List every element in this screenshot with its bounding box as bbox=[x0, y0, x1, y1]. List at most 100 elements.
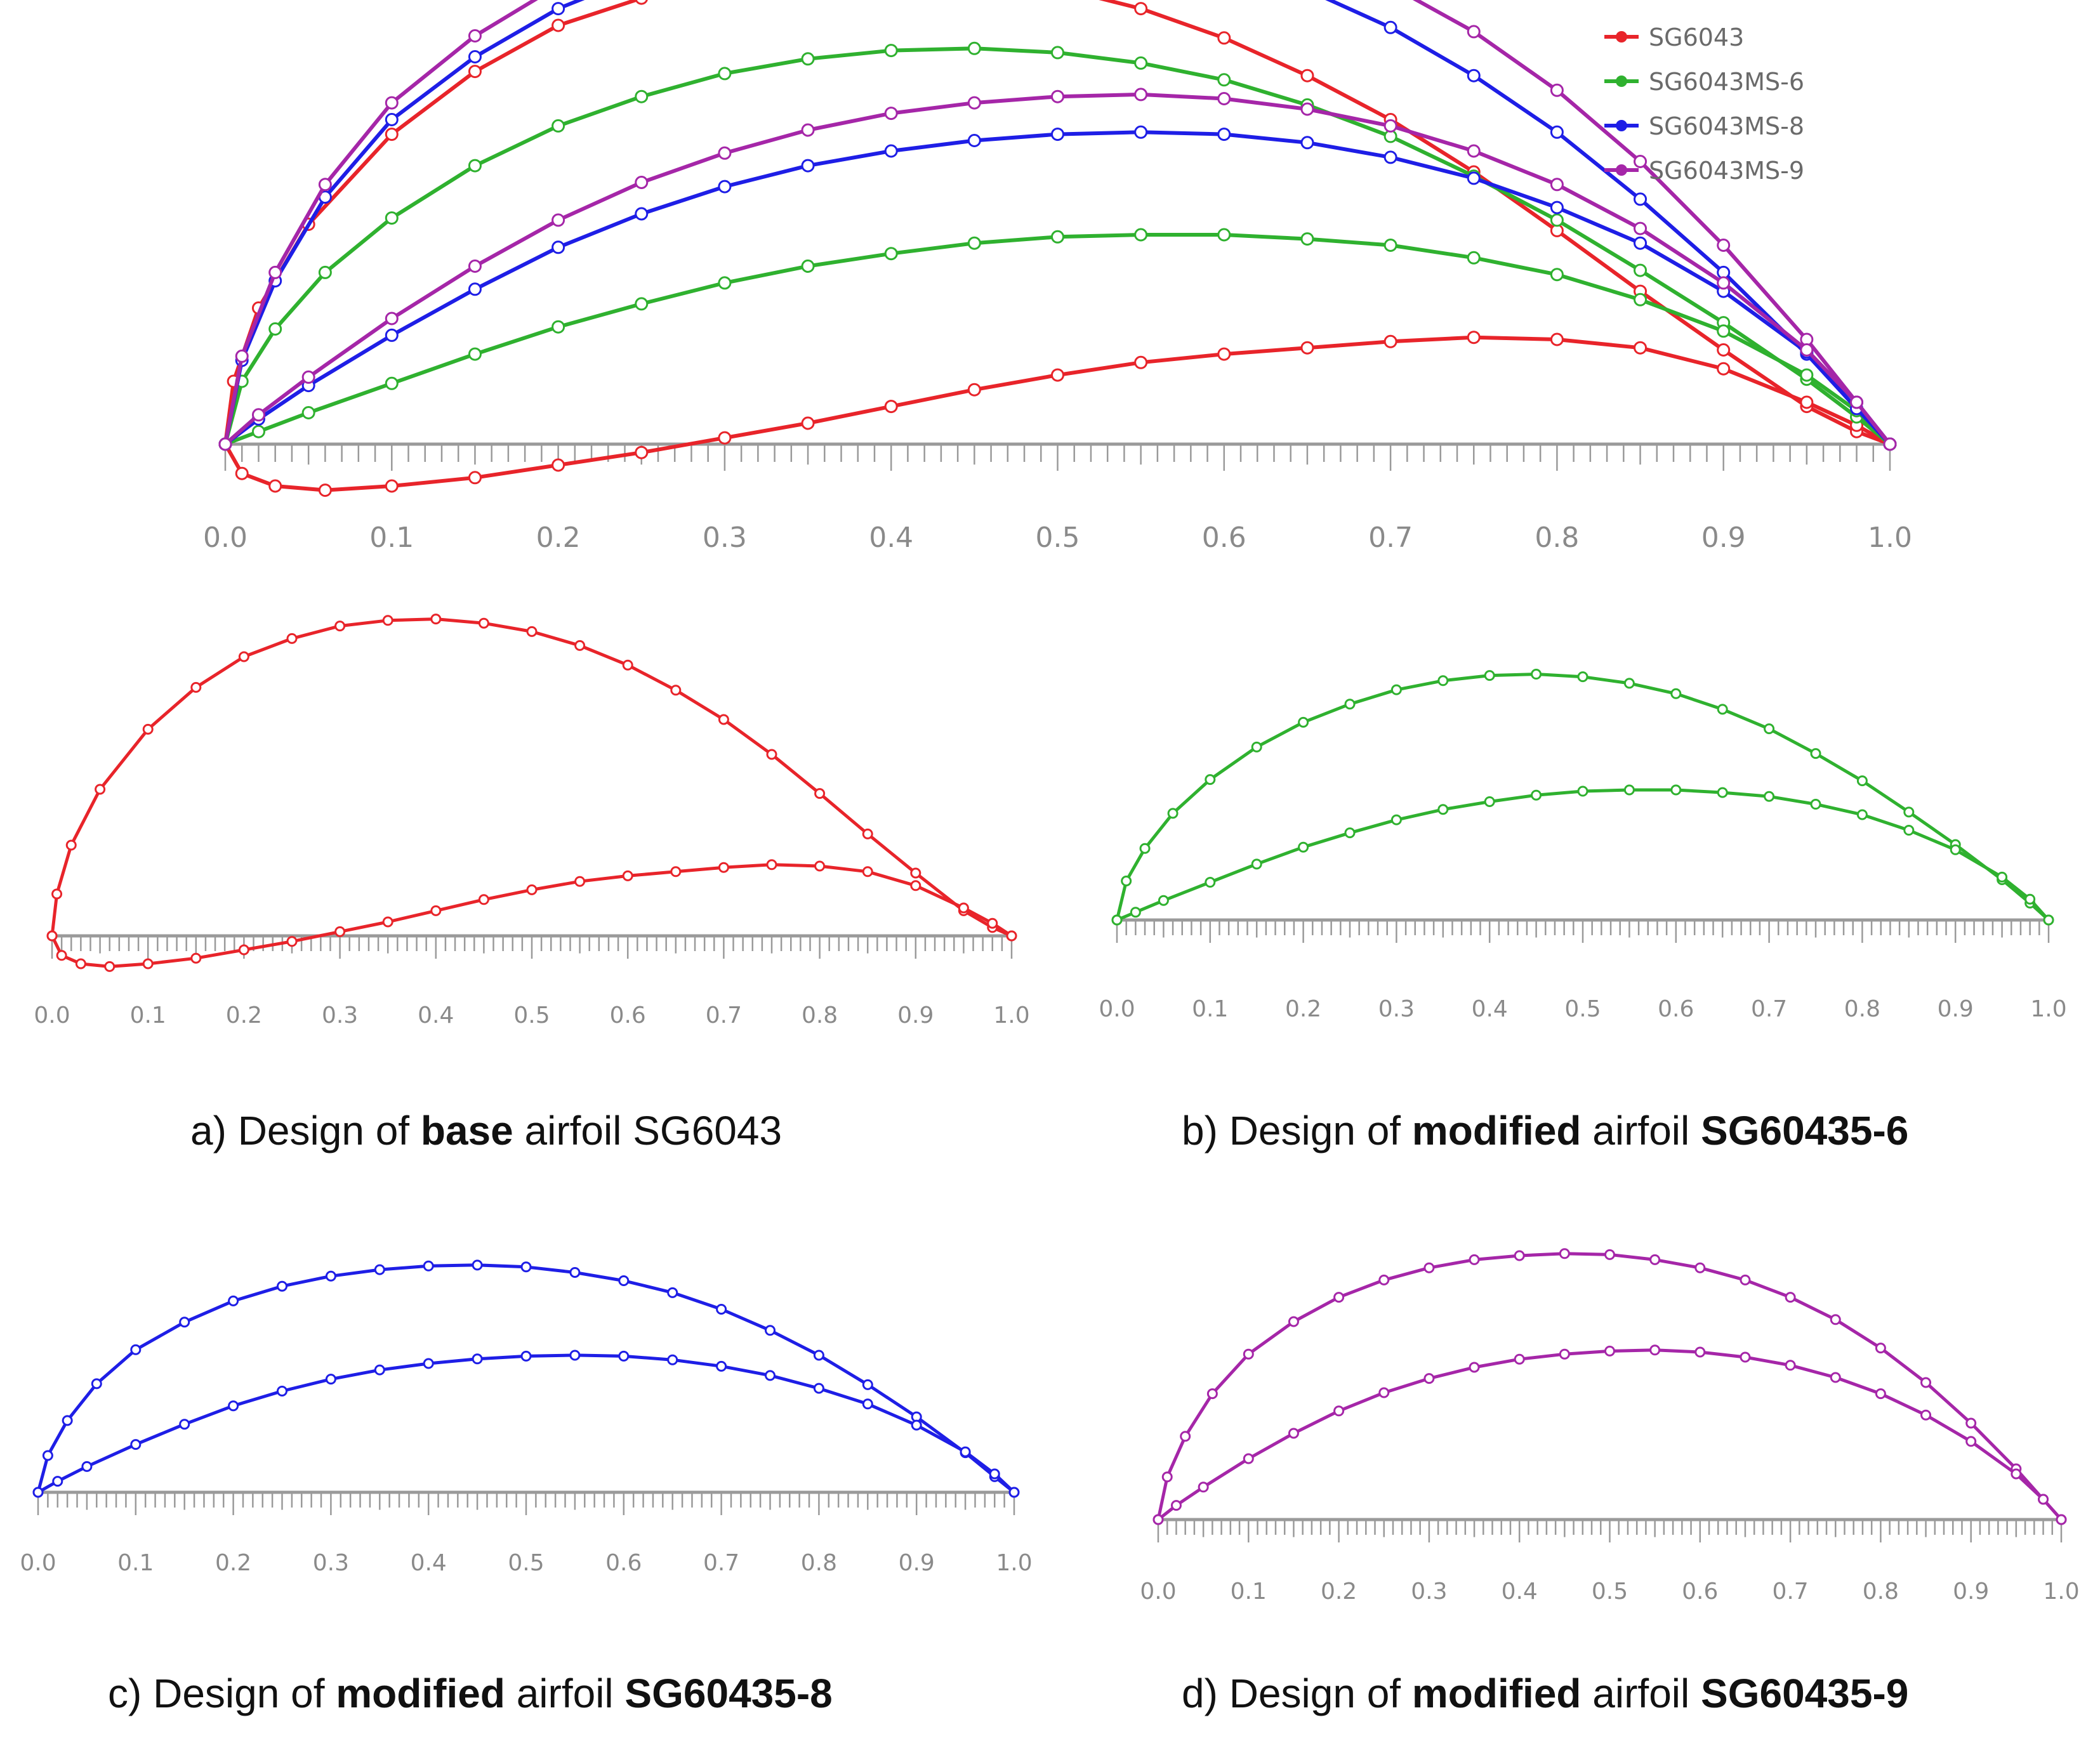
curve-point bbox=[1243, 1348, 1254, 1360]
axis-tick-label: 0.7 bbox=[1772, 1579, 1808, 1605]
curve-point bbox=[670, 866, 682, 877]
curve-point bbox=[468, 471, 482, 485]
curve-point bbox=[1717, 324, 1731, 338]
curve-point bbox=[46, 930, 58, 942]
curve-point bbox=[520, 1261, 532, 1273]
caption-d-name: SG60435-9 bbox=[1701, 1671, 1909, 1716]
curve-point bbox=[862, 866, 873, 877]
curve-point bbox=[2043, 914, 2054, 926]
curve-point bbox=[277, 1386, 287, 1396]
curve-point bbox=[526, 884, 538, 895]
curve-point bbox=[1467, 25, 1481, 39]
curve-sg6043ms-8-upper bbox=[36, 1263, 1016, 1494]
panel-c: 0.0 0.1 0.2 0.3 0.4 0.5 0.6 0.7 0.8 0.9 1.0 bbox=[20, 1259, 1033, 1576]
curve-point bbox=[142, 958, 154, 969]
curve-point bbox=[385, 211, 399, 225]
panel-a: 0.0 0.1 0.2 0.3 0.4 0.5 0.6 0.7 0.8 0.9 1.0 bbox=[34, 614, 1030, 1028]
curve-point bbox=[468, 29, 482, 43]
axis-tick-label: 0.5 bbox=[513, 1002, 550, 1028]
curve-point bbox=[382, 615, 393, 626]
curve-sg6043ms-9-upper bbox=[1156, 1252, 2063, 1521]
curve-point bbox=[1577, 671, 1588, 683]
caption-b-pre: b) Design of bbox=[1182, 1108, 1412, 1153]
curve-point bbox=[385, 376, 399, 390]
curve-point bbox=[301, 406, 315, 419]
curve-point bbox=[1785, 1360, 1796, 1371]
curve-point bbox=[1467, 331, 1481, 345]
curve-point bbox=[526, 626, 538, 637]
curve-point bbox=[1217, 347, 1231, 361]
curve-point bbox=[179, 1317, 190, 1328]
curve-point bbox=[1134, 355, 1148, 369]
curve-point bbox=[1965, 1436, 1977, 1447]
caption-a-mid: airfoil SG6043 bbox=[513, 1108, 783, 1153]
curve-point bbox=[42, 1450, 53, 1461]
curve-point bbox=[1423, 1373, 1435, 1384]
curve-sg6043-lower bbox=[50, 863, 1014, 968]
curve-point bbox=[1134, 2, 1148, 16]
curve-point bbox=[1800, 343, 1814, 357]
curve-point bbox=[2056, 1514, 2067, 1525]
caption-d-bold: modified bbox=[1411, 1671, 1582, 1716]
axis-tick-label: 0.5 bbox=[508, 1550, 544, 1576]
curve-point bbox=[478, 894, 489, 905]
curve-point bbox=[1383, 239, 1397, 252]
axis-tick-label: 0.3 bbox=[1411, 1579, 1447, 1605]
curve-point bbox=[325, 1374, 336, 1385]
axis-tick-label: 0.1 bbox=[1231, 1579, 1267, 1605]
curve-point bbox=[1333, 1292, 1345, 1303]
axis-tick-label: 0.3 bbox=[703, 522, 747, 554]
curve-point bbox=[1604, 1249, 1615, 1260]
curve-point bbox=[1550, 200, 1564, 214]
curve-point bbox=[635, 176, 649, 189]
axis-tick-label: 0.2 bbox=[226, 1002, 262, 1028]
caption-d: d) Design of modified airfoil SG60435-9 bbox=[1182, 1670, 1908, 1717]
curve-point bbox=[1300, 102, 1314, 116]
curve-point bbox=[1198, 1482, 1209, 1493]
axis-tick-label: 0.3 bbox=[322, 1002, 358, 1028]
curve-point bbox=[430, 905, 442, 916]
curve-point bbox=[318, 483, 332, 497]
curve-point bbox=[801, 416, 815, 430]
curve-point bbox=[325, 1270, 336, 1282]
caption-c-bold: modified bbox=[336, 1671, 505, 1716]
curve-point bbox=[1559, 1348, 1570, 1360]
axis-tick-label: 0.4 bbox=[869, 522, 913, 554]
axis-tick-label: 0.4 bbox=[1472, 996, 1508, 1022]
curve-point bbox=[218, 437, 232, 451]
curve-point bbox=[130, 1439, 142, 1450]
curve-point bbox=[235, 349, 249, 363]
axis-tick-label: 0.9 bbox=[1701, 522, 1746, 554]
curve-point bbox=[62, 1415, 73, 1426]
curve-point bbox=[385, 128, 399, 141]
curve-point bbox=[423, 1358, 434, 1369]
curve-point bbox=[1205, 774, 1216, 785]
curve-point bbox=[765, 1370, 776, 1381]
caption-b-mid: airfoil bbox=[1581, 1108, 1701, 1153]
curve-point bbox=[910, 867, 921, 879]
curve-point bbox=[1008, 1487, 1020, 1498]
curve-point bbox=[551, 320, 565, 334]
curve-point bbox=[1550, 178, 1564, 192]
curve-point bbox=[1158, 895, 1169, 906]
curve-point bbox=[179, 1419, 190, 1430]
axis-tick-label: 0.6 bbox=[1658, 996, 1694, 1022]
curve-point bbox=[1170, 1500, 1182, 1511]
curve-point bbox=[286, 936, 298, 947]
curve-point bbox=[1856, 775, 1868, 787]
curve-point bbox=[967, 41, 981, 55]
curve-point bbox=[766, 859, 777, 871]
axis-tick-label: 0.0 bbox=[34, 1002, 70, 1028]
axis-tick-label: 0.7 bbox=[1368, 522, 1413, 554]
axis-tick-label: 0.0 bbox=[1140, 1579, 1176, 1605]
curve-point bbox=[1344, 699, 1356, 710]
curve-point bbox=[1467, 171, 1481, 185]
curve-point bbox=[801, 159, 815, 173]
curve-point bbox=[81, 1461, 93, 1472]
curve-point bbox=[1134, 125, 1148, 139]
caption-c-mid: airfoil bbox=[505, 1671, 625, 1716]
curve-point bbox=[718, 276, 732, 290]
curve-point bbox=[1217, 128, 1231, 141]
curve-point bbox=[1717, 787, 1728, 798]
axis-tick-label: 0.1 bbox=[130, 1002, 166, 1028]
